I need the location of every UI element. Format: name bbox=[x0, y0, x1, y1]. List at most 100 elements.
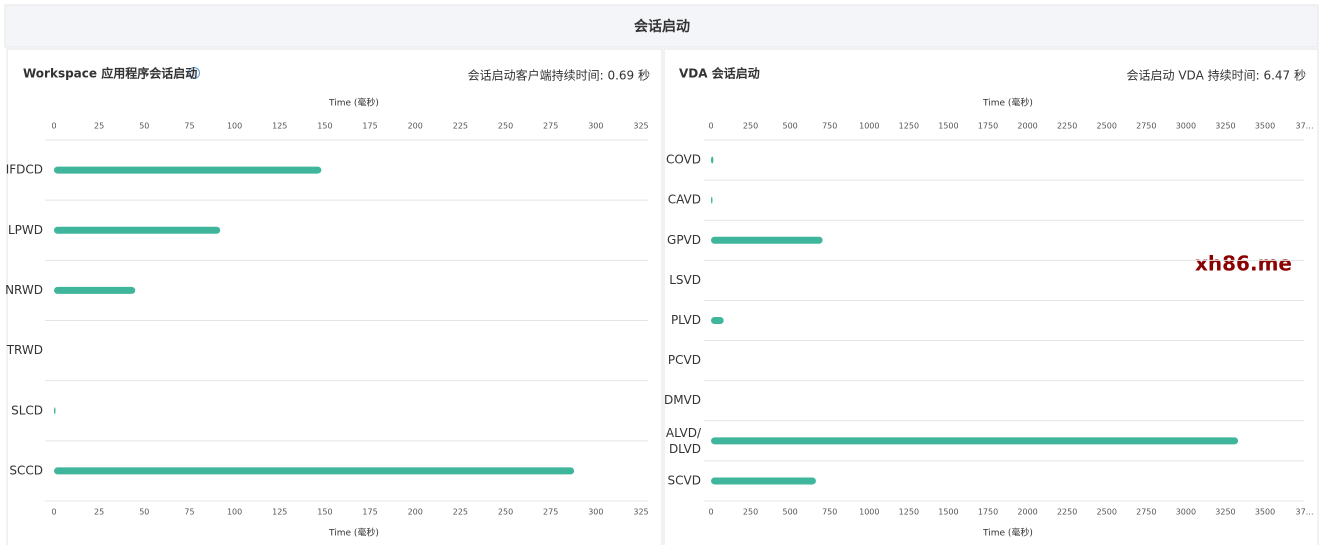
x-tick-label: 25 bbox=[94, 122, 104, 131]
x-tick-label: 2750 bbox=[1136, 508, 1156, 517]
x-tick-label: 175 bbox=[362, 122, 377, 131]
x-tick-label: 1250 bbox=[899, 122, 919, 131]
chart-title: Workspace 应用程序会话启动 bbox=[23, 66, 197, 81]
bar bbox=[54, 226, 221, 234]
category-label: SCCD bbox=[9, 463, 43, 477]
x-tick-label: 275 bbox=[543, 508, 558, 517]
category-label: SLCD bbox=[11, 403, 43, 417]
x-tick-label: 250 bbox=[498, 122, 513, 131]
x-axis-label: Time (毫秒) bbox=[982, 527, 1033, 539]
x-tick-label: 225 bbox=[453, 122, 468, 131]
x-tick-label: 3000 bbox=[1176, 122, 1196, 131]
x-tick-label: 250 bbox=[743, 122, 758, 131]
bar bbox=[711, 317, 724, 324]
bar bbox=[54, 286, 136, 294]
x-tick-label: 150 bbox=[317, 122, 332, 131]
x-tick-label: 125 bbox=[272, 508, 287, 517]
category-label: GPVD bbox=[667, 233, 701, 247]
x-tick-label: 100 bbox=[227, 122, 242, 131]
category-label: NRWD bbox=[5, 283, 43, 297]
x-tick-label: 37… bbox=[1296, 508, 1314, 517]
x-tick-label: 250 bbox=[743, 508, 758, 517]
panel bbox=[663, 48, 1319, 545]
x-tick-label: 275 bbox=[543, 122, 558, 131]
category-label: IFDCD bbox=[6, 163, 43, 177]
chart-subtitle: 会话启动 VDA 持续时间: 6.47 秒 bbox=[1127, 68, 1306, 83]
x-axis-label: Time (毫秒) bbox=[328, 527, 379, 539]
bar bbox=[711, 236, 823, 244]
category-label: ALVD/DLVD bbox=[666, 425, 702, 455]
x-tick-label: 175 bbox=[362, 508, 377, 517]
bar bbox=[54, 407, 56, 415]
x-tick-label: 25 bbox=[94, 508, 104, 517]
x-tick-label: 300 bbox=[588, 122, 603, 131]
x-tick-label: 200 bbox=[408, 122, 423, 131]
bar bbox=[711, 437, 1239, 445]
x-tick-label: 50 bbox=[139, 508, 149, 517]
category-label: SCVD bbox=[668, 473, 701, 487]
category-label: PLVD bbox=[671, 313, 701, 327]
bar bbox=[54, 166, 322, 174]
x-tick-label: 3250 bbox=[1215, 122, 1235, 131]
x-tick-label: 75 bbox=[184, 122, 194, 131]
x-tick-label: 1750 bbox=[978, 508, 998, 517]
x-tick-label: 2000 bbox=[1017, 122, 1037, 131]
x-tick-label: 200 bbox=[408, 508, 423, 517]
x-tick-label: 1750 bbox=[978, 122, 998, 131]
x-tick-label: 325 bbox=[633, 122, 648, 131]
x-tick-label: 3500 bbox=[1255, 508, 1275, 517]
category-label: COVD bbox=[666, 153, 701, 167]
x-tick-label: 150 bbox=[317, 508, 332, 517]
x-tick-label: 1500 bbox=[938, 122, 958, 131]
info-icon-glyph: i bbox=[193, 69, 195, 78]
bar bbox=[711, 156, 714, 164]
x-tick-label: 0 bbox=[708, 508, 713, 517]
x-tick-label: 2250 bbox=[1057, 508, 1077, 517]
x-tick-label: 750 bbox=[822, 508, 837, 517]
x-tick-label: 0 bbox=[708, 122, 713, 131]
x-tick-label: 2250 bbox=[1057, 122, 1077, 131]
x-tick-label: 1000 bbox=[859, 508, 879, 517]
x-tick-label: 50 bbox=[139, 122, 149, 131]
x-tick-label: 1250 bbox=[899, 508, 919, 517]
page-title: 会话启动 bbox=[634, 18, 690, 35]
x-tick-label: 325 bbox=[633, 508, 648, 517]
chart-subtitle: 会话启动客户端持续时间: 0.69 秒 bbox=[468, 68, 650, 83]
x-tick-label: 2750 bbox=[1136, 122, 1156, 131]
info-icon[interactable] bbox=[188, 67, 200, 79]
x-tick-label: 3500 bbox=[1255, 122, 1275, 131]
x-tick-label: 125 bbox=[272, 122, 287, 131]
watermark: xh86.me bbox=[1195, 252, 1292, 276]
x-tick-label: 0 bbox=[51, 508, 56, 517]
category-label: TRWD bbox=[6, 343, 43, 357]
x-tick-label: 750 bbox=[822, 122, 837, 131]
x-tick-label: 3250 bbox=[1215, 508, 1235, 517]
bar bbox=[54, 467, 575, 475]
x-tick-label: 2500 bbox=[1097, 122, 1117, 131]
x-tick-label: 0 bbox=[51, 122, 56, 131]
x-tick-label: 250 bbox=[498, 508, 513, 517]
x-tick-label: 3000 bbox=[1176, 508, 1196, 517]
x-tick-label: 75 bbox=[184, 508, 194, 517]
category-label: CAVD bbox=[668, 193, 701, 207]
category-label: PCVD bbox=[668, 353, 701, 367]
category-label: LPWD bbox=[8, 223, 43, 237]
x-tick-label: 2000 bbox=[1017, 508, 1037, 517]
x-tick-label: 500 bbox=[783, 508, 798, 517]
x-tick-label: 500 bbox=[783, 122, 798, 131]
category-label: LSVD bbox=[669, 273, 701, 287]
x-tick-label: 100 bbox=[227, 508, 242, 517]
panel bbox=[6, 48, 663, 545]
bar bbox=[711, 196, 713, 204]
bar bbox=[711, 477, 816, 485]
x-tick-label: 1000 bbox=[859, 122, 879, 131]
x-tick-label: 300 bbox=[588, 508, 603, 517]
x-tick-label: 37… bbox=[1296, 122, 1314, 131]
category-label: DMVD bbox=[664, 393, 701, 407]
x-axis-label: Time (毫秒) bbox=[982, 97, 1033, 109]
chart-title: VDA 会话启动 bbox=[679, 66, 760, 81]
x-tick-label: 1500 bbox=[938, 508, 958, 517]
x-tick-label: 2500 bbox=[1097, 508, 1117, 517]
header-bar bbox=[4, 4, 1319, 48]
